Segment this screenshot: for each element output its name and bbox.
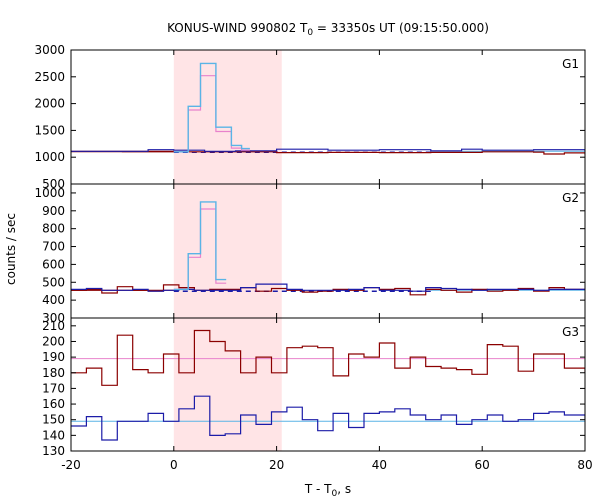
y-tick-label: 1500 — [34, 123, 65, 137]
x-tick-label: 20 — [269, 458, 284, 472]
panel-plot-area — [71, 329, 585, 441]
y-tick-label: 160 — [42, 397, 65, 411]
y-tick-label: 500 — [42, 275, 65, 289]
y-tick-label: 700 — [42, 240, 65, 254]
burst-pulse-raw — [173, 62, 250, 153]
panel-frame — [70, 49, 586, 185]
series-low-channel — [71, 329, 585, 386]
panel-frame — [70, 183, 586, 319]
series-high-channel — [71, 283, 585, 292]
x-tick-label: 60 — [475, 458, 490, 472]
y-tick-label: 150 — [42, 413, 65, 427]
x-tick-label: -20 — [61, 458, 81, 472]
chart-title: KONUS-WIND 990802 T0 = 33350s UT (09:15:… — [167, 21, 489, 38]
series-high-channel — [71, 148, 585, 152]
x-axis-ticks: -20 0 20 40 60 80 — [61, 458, 592, 472]
y-tick-label: 900 — [42, 204, 65, 218]
y-tick-label: 500 — [42, 177, 65, 191]
series-low-channel — [71, 151, 585, 155]
x-axis-label: T - T0, s — [304, 482, 351, 499]
y-axis-label: counts / sec — [4, 213, 18, 285]
y-tick-label: 1000 — [34, 150, 65, 164]
y-tick-label: 600 — [42, 257, 65, 271]
y-tick-label: 130 — [42, 444, 65, 458]
shaded-interval — [173, 50, 282, 184]
y-tick-label: 210 — [42, 319, 65, 333]
panel-plot-area — [71, 201, 585, 296]
x-tick-label: 0 — [170, 458, 178, 472]
panel-label-g3: G3 — [562, 325, 579, 339]
panel-label-g1: G1 — [562, 57, 579, 71]
panel-plot-area — [71, 62, 585, 155]
x-axis-label-main: T - T — [304, 482, 332, 496]
shaded-interval — [173, 184, 282, 318]
x-tick-label: 40 — [372, 458, 387, 472]
panels: 50010001500200025003000G1300400500600700… — [34, 43, 586, 458]
x-axis-label-subscript: 0 — [332, 489, 338, 499]
panel-label-g2: G2 — [562, 191, 579, 205]
y-tick-label: 300 — [42, 311, 65, 325]
y-tick-label: 800 — [42, 222, 65, 236]
x-axis-label-rest: , s — [337, 482, 351, 496]
y-tick-label: 140 — [42, 428, 65, 442]
panel-g1: 500 1000 1500 2000 2500 3000 G1 — [34, 43, 586, 191]
y-tick-label: 190 — [42, 350, 65, 364]
y-tick-label: 200 — [42, 334, 65, 348]
panel-frame — [70, 317, 586, 452]
burst-pulse-raw — [173, 201, 227, 291]
chart-title-rest: = 33350s UT (09:15:50.000) — [313, 21, 489, 35]
y-tick-label: 2500 — [34, 70, 65, 84]
y-tick-label: 180 — [42, 366, 65, 380]
y-tick-label: 1000 — [34, 186, 65, 200]
x-tick-label: 80 — [577, 458, 592, 472]
y-tick-label: 170 — [42, 381, 65, 395]
y-tick-label: 400 — [42, 293, 65, 307]
series-high-channel — [71, 395, 585, 441]
y-tick-label: 3000 — [34, 43, 65, 57]
panel-g2: 300 400 500 600 700 800 900 1000 G2 — [34, 183, 586, 325]
y-tick-label: 2000 — [34, 97, 65, 111]
shaded-interval — [173, 318, 282, 451]
chart-title-subscript: 0 — [307, 28, 313, 38]
chart-title-main: KONUS-WIND 990802 T — [167, 21, 308, 35]
